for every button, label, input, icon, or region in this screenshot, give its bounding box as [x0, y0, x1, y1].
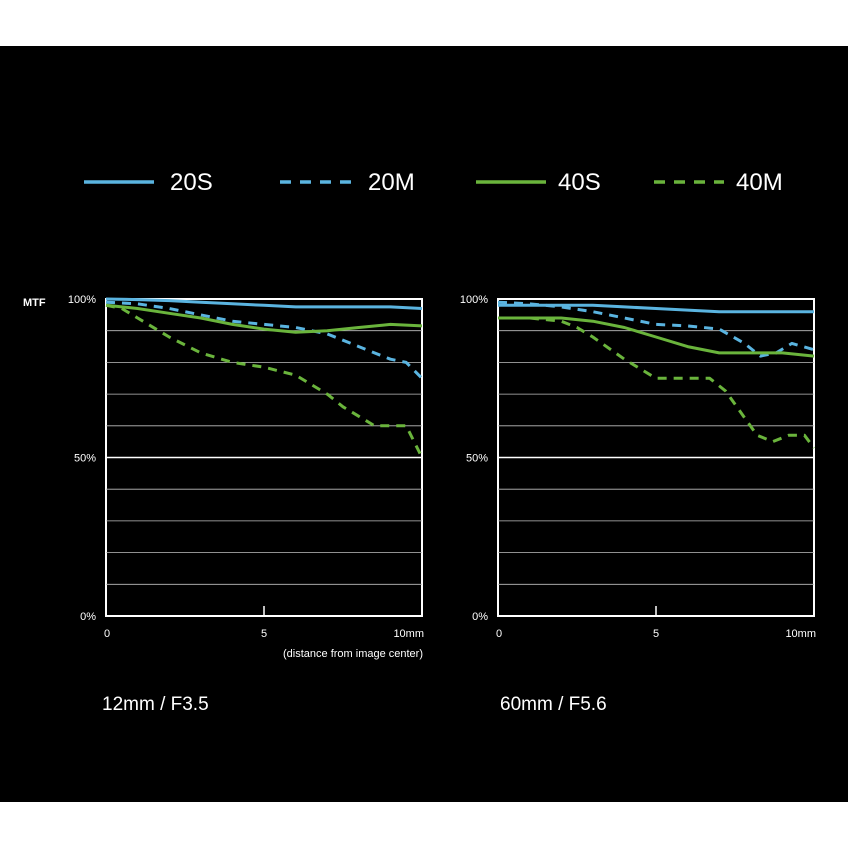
legend-label-20m: 20M: [368, 169, 415, 196]
y-tick-label: 100%: [68, 294, 96, 306]
chart-12mm: 100% 50% 0% 0 5 10mm 12mm / F3.5: [68, 294, 424, 715]
y-tick-label: 0%: [80, 611, 96, 623]
x-tick-label: 0: [496, 628, 502, 640]
legend-label-40m: 40M: [736, 169, 783, 196]
y-axis-title: MTF: [23, 297, 46, 309]
series-line-40s: [498, 316, 815, 358]
chart-caption: 60mm / F5.6: [500, 694, 607, 715]
x-tick-label: 5: [653, 628, 659, 640]
y-tick-label: 0%: [472, 611, 488, 623]
chart-caption: 12mm / F3.5: [102, 694, 209, 715]
y-tick-label: 50%: [74, 453, 96, 465]
x-tick-label: 10mm: [785, 628, 816, 640]
x-tick-label: 10mm: [393, 628, 424, 640]
x-tick-label: 0: [104, 628, 110, 640]
series-line-40s: [105, 303, 423, 334]
y-tick-label: 50%: [466, 453, 488, 465]
chart-60mm: 100% 50% 0% 0 5 10mm 60mm / F5.6: [460, 294, 816, 715]
x-tick-label: 5: [261, 628, 267, 640]
series-line-20m: [105, 300, 424, 380]
legend-label-40s: 40S: [558, 169, 601, 196]
legend-label-20s: 20S: [170, 169, 213, 196]
x-axis-note: (distance from image center): [283, 648, 423, 660]
series-line-40m: [105, 303, 424, 459]
series-line-20s: [105, 297, 423, 310]
y-tick-label: 100%: [460, 294, 488, 306]
series-line-40m: [498, 316, 816, 449]
legend: 20S 20M 40S 40M: [84, 169, 783, 196]
